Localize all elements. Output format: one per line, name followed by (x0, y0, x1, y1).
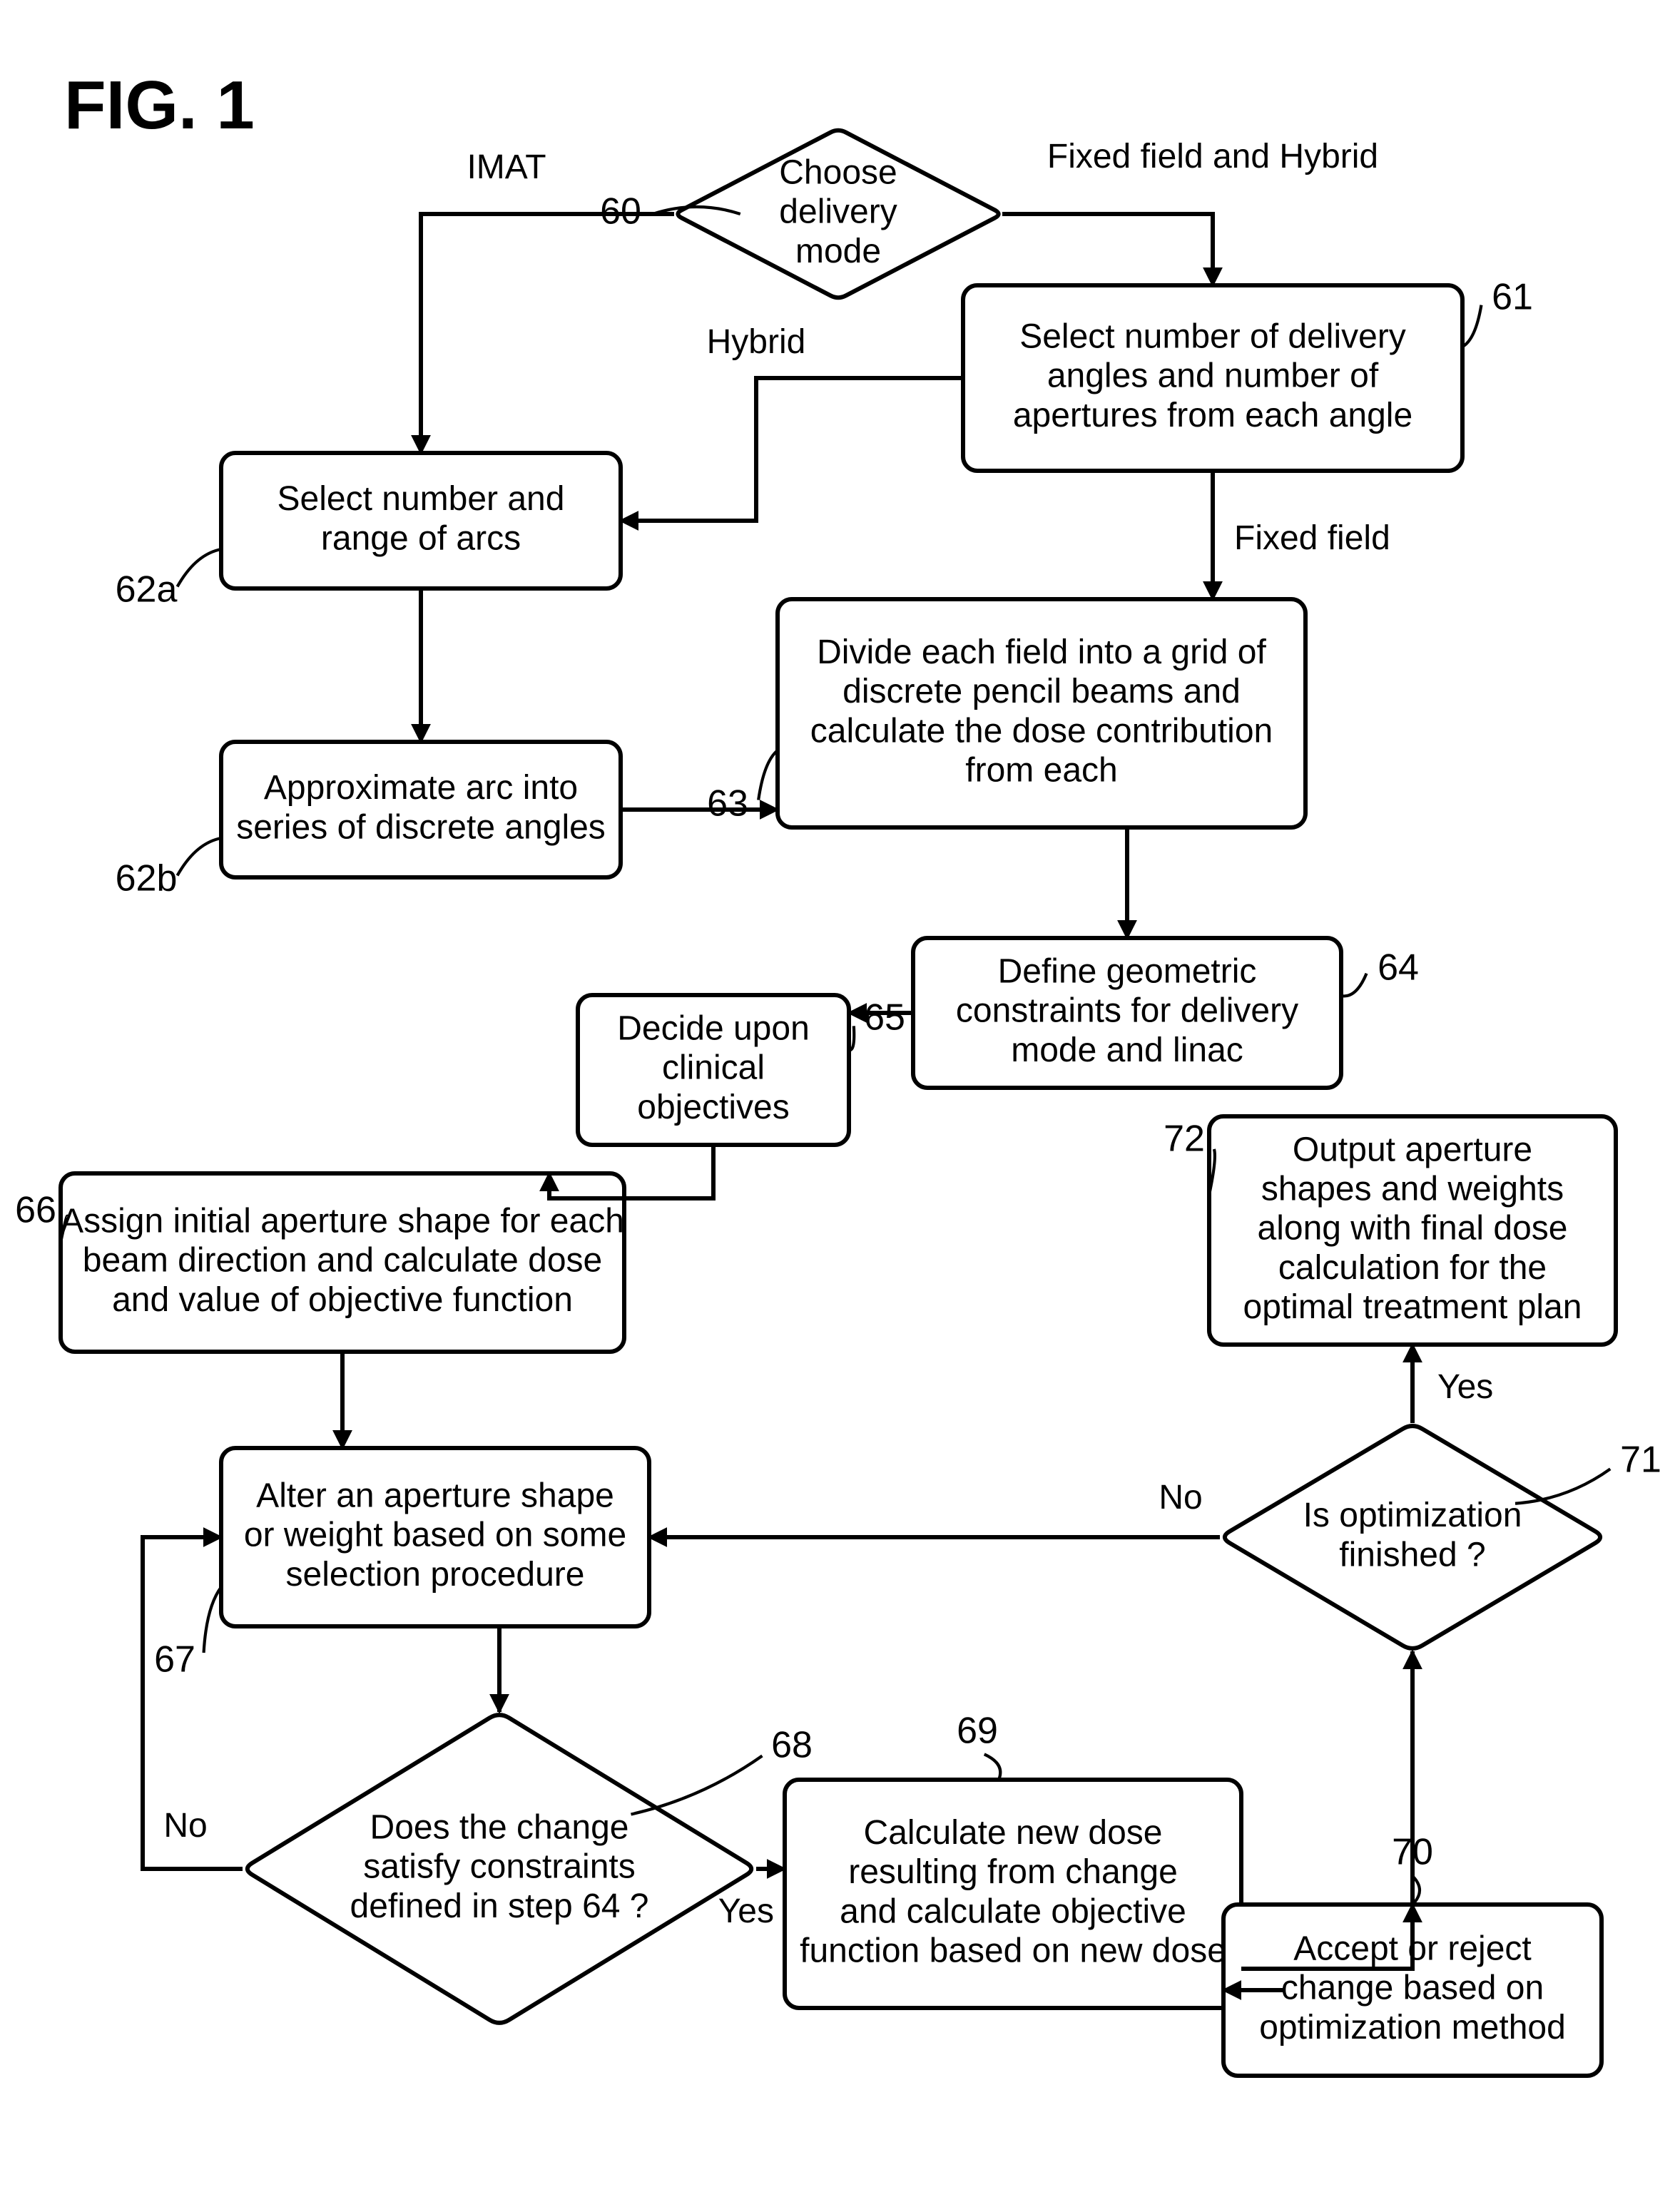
node-text: finished ? (1339, 1536, 1485, 1574)
edge-label: Yes (1437, 1368, 1493, 1406)
ref-number: 64 (1378, 947, 1419, 989)
node-text: function based on new dose (800, 1932, 1226, 1969)
node-text: objectives (637, 1089, 789, 1126)
node-text: Output aperture (1293, 1131, 1532, 1168)
node-text: constraints for delivery (956, 992, 1298, 1030)
node-text: apertures from each angle (1013, 397, 1412, 434)
node-text: satisfy constraints (363, 1848, 635, 1886)
node-n61: Select number of deliveryangles and numb… (963, 277, 1533, 471)
node-text: selection procedure (286, 1556, 585, 1594)
node-text: Assign initial aperture shape for each (61, 1202, 624, 1240)
node-text: resulting from change (848, 1853, 1178, 1891)
edge-label: No (163, 1807, 207, 1845)
ref-leader (178, 549, 221, 586)
node-text: Calculate new dose (864, 1814, 1163, 1852)
node-text: and value of objective function (112, 1281, 573, 1319)
figure-label: FIG. 1 (64, 67, 255, 143)
node-text: clinical (662, 1049, 765, 1087)
ref-number: 66 (15, 1190, 56, 1231)
ref-number: 67 (154, 1639, 195, 1681)
edge-label: Hybrid (707, 323, 806, 361)
ref-leader (984, 1754, 1001, 1780)
node-text: discrete pencil beams and (842, 673, 1241, 710)
node-text: along with final dose (1258, 1210, 1568, 1248)
ref-leader (758, 750, 778, 800)
ref-number: 63 (707, 783, 748, 825)
edge (421, 214, 674, 453)
node-text: beam direction and calculate dose (83, 1242, 602, 1280)
ref-number: 69 (957, 1711, 998, 1752)
node-text: and calculate objective (840, 1892, 1186, 1930)
node-text: change based on (1281, 1969, 1544, 2007)
node-text: Define geometric (998, 952, 1257, 990)
ref-number: 68 (771, 1725, 813, 1766)
node-text: from each (965, 751, 1117, 789)
edge-label: Yes (718, 1892, 774, 1930)
node-n63: Divide each field into a grid ofdiscrete… (707, 599, 1305, 827)
node-n62b: Approximate arc intoseries of discrete a… (116, 742, 621, 899)
node-text: Select number and (278, 480, 565, 518)
node-n72: Output apertureshapes and weightsalong w… (1164, 1116, 1616, 1345)
node-n62a: Select number andrange of arcs 62a (116, 453, 621, 611)
node-n66: Assign initial aperture shape for eachbe… (15, 1173, 624, 1352)
node-text: delivery (779, 193, 897, 231)
node-n65: Decide uponclinicalobjectives 65 (578, 995, 905, 1145)
node-n68: Does the changesatisfy constraintsdefine… (248, 1715, 813, 2023)
node-text: calculation for the (1278, 1249, 1547, 1287)
edge (621, 378, 963, 521)
ref-number: 62a (116, 569, 178, 611)
ref-number: 71 (1620, 1439, 1661, 1481)
node-text: range of arcs (321, 519, 521, 557)
ref-number: 60 (600, 191, 641, 233)
node-text: Does the change (370, 1808, 629, 1846)
node-text: Choose (779, 153, 897, 191)
node-text: mode and linac (1011, 1031, 1243, 1069)
node-text: Divide each field into a grid of (817, 633, 1266, 671)
node-text: defined in step 64 ? (350, 1887, 649, 1925)
ref-number: 65 (864, 997, 905, 1039)
node-text: optimization method (1259, 2009, 1566, 2046)
ref-number: 62b (116, 858, 178, 899)
node-text: Is optimization (1303, 1497, 1522, 1534)
node-text: Decide upon (617, 1009, 810, 1047)
ref-leader (178, 838, 221, 875)
ref-leader (1341, 974, 1367, 996)
node-text: calculate the dose contribution (810, 712, 1273, 750)
node-text: series of discrete angles (236, 808, 606, 846)
edge-label: Fixed field (1234, 519, 1390, 557)
node-text: or weight based on some (244, 1517, 626, 1554)
node-text: optimal treatment plan (1243, 1288, 1582, 1326)
node-n64: Define geometricconstraints for delivery… (913, 938, 1419, 1088)
edge-label: Fixed field and Hybrid (1047, 138, 1378, 175)
ref-leader (204, 1587, 221, 1653)
node-text: mode (795, 233, 881, 270)
node-text: Approximate arc into (264, 769, 578, 807)
node-text: angles and number of (1047, 357, 1379, 395)
edge (1002, 214, 1213, 285)
node-text: Alter an aperture shape (256, 1477, 614, 1514)
ref-leader (1462, 305, 1481, 347)
ref-number: 72 (1164, 1118, 1205, 1160)
node-n71: Is optimizationfinished ? 71 (1225, 1426, 1661, 1648)
ref-number: 61 (1492, 277, 1533, 318)
node-n69: Calculate new doseresulting from changea… (785, 1711, 1241, 2008)
edge-label: IMAT (467, 148, 546, 186)
node-n67: Alter an aperture shapeor weight based o… (154, 1448, 649, 1681)
node-text: shapes and weights (1261, 1170, 1564, 1208)
node-text: Select number of delivery (1019, 317, 1406, 355)
edge-label: No (1159, 1479, 1202, 1517)
